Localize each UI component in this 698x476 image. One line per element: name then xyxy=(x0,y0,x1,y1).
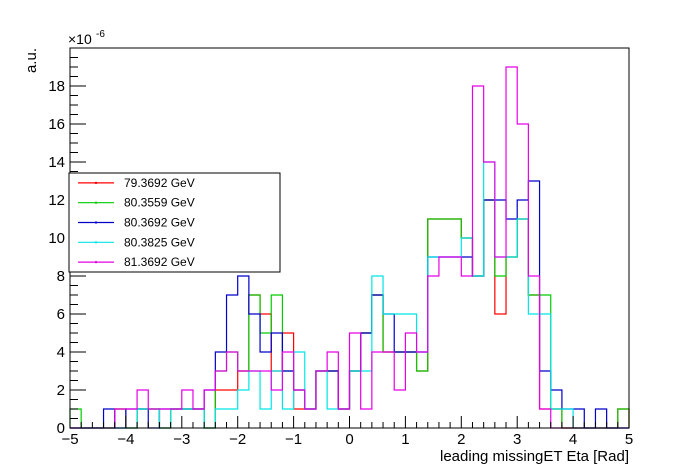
series-line-5 xyxy=(70,66,629,429)
legend-marker xyxy=(95,241,97,244)
x-tick-label: −5 xyxy=(61,431,78,448)
x-tick-label: 3 xyxy=(513,431,521,448)
x-axis-title: leading missingET Eta [Rad] xyxy=(440,448,629,465)
legend-entry-label: 79.3692 GeV xyxy=(124,176,195,190)
x-tick-label: 0 xyxy=(345,431,353,448)
x-tick-label: 5 xyxy=(625,431,633,448)
y-tick-label: 12 xyxy=(48,192,65,209)
y-tick-label: 4 xyxy=(57,344,65,361)
legend-marker xyxy=(95,201,97,204)
x-tick-label: −1 xyxy=(285,431,302,448)
x-tick-label: −3 xyxy=(173,431,190,448)
y-tick-label: 18 xyxy=(48,78,65,95)
legend-entry-label: 81.3692 GeV xyxy=(124,255,195,269)
y-tick-label: 10 xyxy=(48,230,65,247)
x-tick-label: −4 xyxy=(117,431,134,448)
y-exponent-base: ×10 xyxy=(68,31,92,47)
y-tick-label: 6 xyxy=(57,306,65,323)
legend-entry-label: 80.3559 GeV xyxy=(124,196,195,210)
x-axis: −5 −4 −3 −2 −1 0 1 2 3 4 5 xyxy=(61,416,633,448)
legend-marker xyxy=(95,181,97,184)
x-tick-label: 2 xyxy=(457,431,465,448)
x-tick-label: 4 xyxy=(569,431,577,448)
y-axis-exponent: ×10 -6 xyxy=(68,29,105,47)
y-axis-title: a.u. xyxy=(23,48,40,73)
x-tick-label: −2 xyxy=(229,431,246,448)
legend: 79.3692 GeV 80.3559 GeV 80.3692 GeV 80.3825… xyxy=(68,172,281,273)
x-tick-label: 1 xyxy=(401,431,409,448)
legend-marker xyxy=(95,261,97,264)
y-tick-label: 0 xyxy=(57,420,65,437)
y-tick-label: 8 xyxy=(57,268,65,285)
y-exponent-power: -6 xyxy=(96,29,105,40)
y-tick-label: 14 xyxy=(48,154,65,171)
legend-entry-label: 80.3692 GeV xyxy=(124,216,195,230)
y-tick-label: 2 xyxy=(57,382,65,399)
legend-marker xyxy=(95,221,97,224)
y-tick-label: 16 xyxy=(48,116,65,133)
legend-entry-label: 80.3825 GeV xyxy=(124,235,195,249)
